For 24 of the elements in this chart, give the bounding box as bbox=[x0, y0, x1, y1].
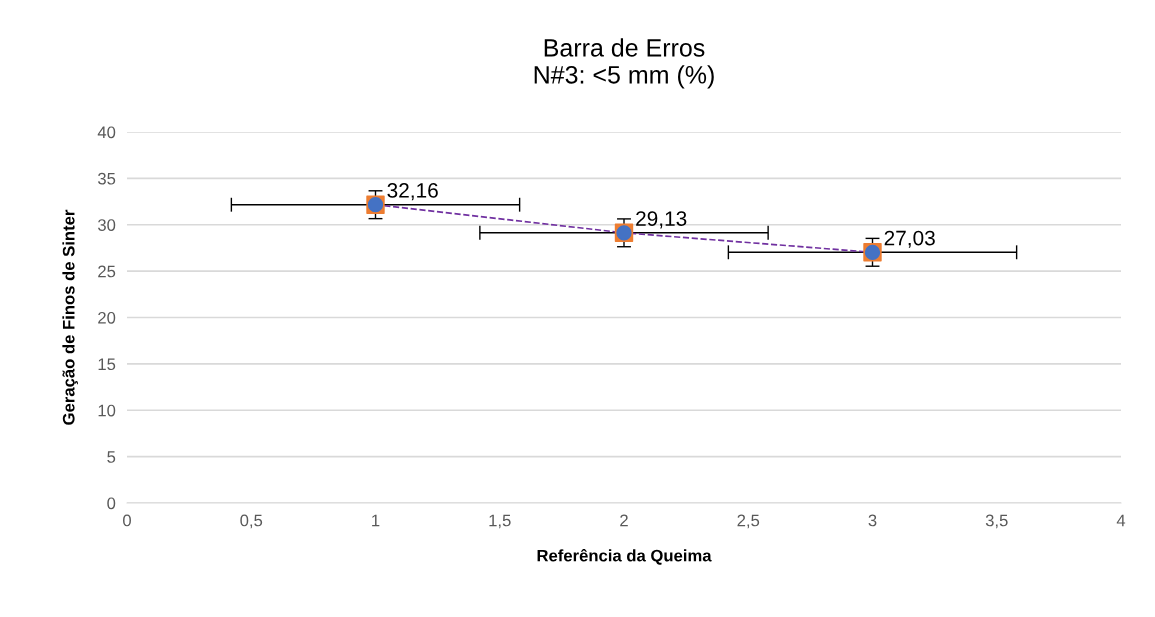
x-tick-label: 4 bbox=[1116, 514, 1126, 527]
y-tick-label: 15 bbox=[98, 358, 116, 371]
chart-title: Barra de Erros N#3: <5 mm (%) bbox=[534, 38, 714, 89]
x-tick-label: 2 bbox=[620, 514, 628, 527]
y-tick-label: 0 bbox=[107, 497, 116, 510]
x-tick-label: 1,5 bbox=[489, 514, 511, 529]
y-axis-title: Geração de Finos de Sinter bbox=[62, 209, 78, 425]
x-tick-label: 1 bbox=[372, 514, 380, 527]
data-label: 32,16 bbox=[387, 183, 438, 201]
y-tick-label: 25 bbox=[98, 265, 116, 278]
y-tick-label: 30 bbox=[97, 219, 116, 231]
y-tick-label: 35 bbox=[97, 172, 116, 185]
x-tick-label: 0 bbox=[123, 514, 131, 527]
y-tick-label: 20 bbox=[98, 311, 116, 324]
x-tick-label: 3 bbox=[868, 514, 877, 527]
y-tick-label: 5 bbox=[107, 451, 116, 463]
y-tick-label: 10 bbox=[98, 404, 116, 417]
data-label: 27,03 bbox=[884, 230, 935, 248]
y-tick-label: 40 bbox=[97, 126, 116, 139]
x-tick-label: 2,5 bbox=[737, 514, 760, 529]
data-label: 29,13 bbox=[636, 211, 687, 229]
x-tick-label: 3,5 bbox=[985, 514, 1008, 529]
x-axis-title: Referência da Queima bbox=[537, 548, 712, 565]
x-tick-label: 0,5 bbox=[240, 514, 263, 529]
